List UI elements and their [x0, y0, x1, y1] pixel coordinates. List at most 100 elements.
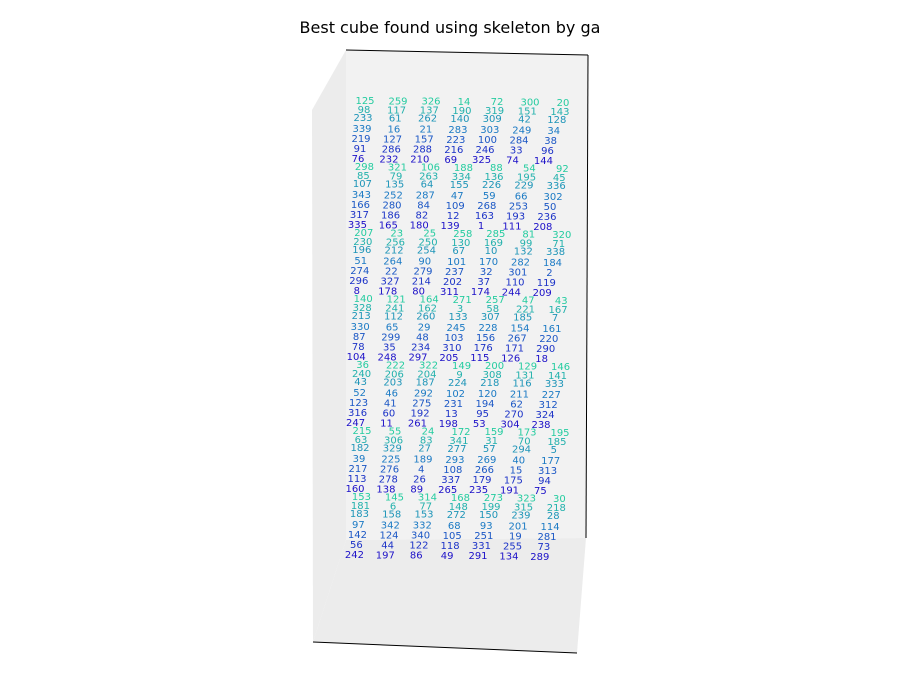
point-label: 246: [475, 145, 494, 156]
point-label: 190: [452, 106, 471, 117]
point-label: 151: [518, 107, 537, 118]
point-label: 321: [388, 162, 407, 173]
point-label: 5: [551, 445, 557, 456]
point-label: 233: [353, 113, 372, 124]
point-label: 129: [518, 362, 537, 373]
point-label: 39: [353, 454, 366, 465]
point-label: 309: [483, 114, 502, 125]
point-label: 226: [482, 180, 501, 191]
point-label: 82: [416, 211, 429, 222]
point-label: 187: [416, 378, 435, 389]
point-label: 80: [412, 287, 425, 298]
point-label: 238: [531, 420, 550, 431]
point-label: 28: [547, 511, 560, 522]
point-label: 307: [481, 312, 500, 323]
point-label: 108: [443, 465, 462, 476]
point-label: 303: [480, 125, 499, 136]
point-label: 55: [389, 426, 402, 437]
point-label: 63: [355, 435, 368, 446]
point-label: 230: [353, 237, 372, 248]
point-label: 37: [477, 277, 490, 288]
point-label: 179: [472, 475, 491, 486]
point-label: 145: [385, 492, 404, 503]
point-label: 38: [544, 136, 557, 147]
point-label: 220: [539, 334, 558, 345]
point-label: 123: [349, 398, 368, 409]
point-label: 268: [477, 201, 496, 212]
point-label: 59: [483, 191, 496, 202]
point-label: 319: [485, 106, 504, 117]
point-label: 184: [543, 258, 562, 269]
point-label: 266: [475, 465, 494, 476]
point-label: 52: [353, 388, 366, 399]
point-label: 76: [352, 154, 365, 165]
back-top-edge: [345, 49, 589, 56]
point-label: 289: [530, 552, 549, 563]
point-label: 8: [354, 286, 360, 297]
point-label: 188: [454, 163, 473, 174]
point-label: 50: [544, 202, 557, 213]
point-label: 175: [504, 476, 523, 487]
point-label: 33: [510, 146, 523, 157]
point-label: 294: [512, 445, 531, 456]
point-label: 330: [351, 322, 370, 333]
point-label: 56: [350, 540, 363, 551]
point-label: 329: [383, 443, 402, 454]
point-label: 265: [438, 485, 457, 496]
point-label: 84: [417, 201, 430, 212]
point-label: 20: [557, 98, 570, 109]
point-label: 250: [419, 238, 438, 249]
point-label: 61: [389, 113, 402, 124]
point-label: 126: [501, 354, 520, 365]
point-label: 78: [352, 342, 365, 353]
point-label: 183: [350, 509, 369, 520]
point-label: 204: [417, 370, 436, 381]
point-label: 248: [378, 352, 397, 363]
point-label: 284: [509, 136, 528, 147]
point-label: 235: [469, 485, 488, 496]
point-label: 138: [376, 484, 395, 495]
point-label: 201: [509, 522, 528, 533]
point-label: 117: [387, 105, 406, 116]
point-label: 296: [349, 276, 368, 287]
point-label: 232: [379, 154, 398, 165]
point-label: 85: [357, 171, 370, 182]
point-label: 240: [352, 369, 371, 380]
point-label: 68: [448, 521, 461, 532]
point-label: 144: [534, 156, 553, 167]
point-label: 285: [486, 229, 505, 240]
point-label: 203: [383, 377, 402, 388]
point-label: 32: [480, 267, 493, 278]
point-label: 58: [486, 304, 499, 315]
point-label: 133: [449, 312, 468, 323]
point-label: 320: [552, 230, 571, 241]
point-label: 218: [480, 378, 499, 389]
point-label: 137: [420, 106, 439, 117]
point-label: 255: [503, 542, 522, 553]
point-label: 96: [541, 146, 554, 157]
point-label: 160: [345, 484, 364, 495]
point-label: 200: [485, 361, 504, 372]
point-label: 195: [550, 428, 569, 439]
point-label: 270: [504, 410, 523, 421]
point-label: 215: [352, 426, 371, 437]
point-label: 15: [510, 466, 523, 477]
point-label: 118: [441, 541, 460, 552]
point-label: 131: [515, 371, 534, 382]
point-label: 304: [501, 420, 520, 431]
point-label: 75: [534, 486, 547, 497]
point-label: 331: [472, 541, 491, 552]
point-label: 86: [410, 551, 423, 562]
point-label: 16: [388, 124, 401, 135]
point-label: 340: [411, 531, 430, 542]
point-label: 35: [383, 342, 396, 353]
point-label: 105: [443, 531, 462, 542]
point-label: 227: [542, 390, 561, 401]
point-label: 217: [348, 464, 367, 475]
point-label: 157: [415, 135, 434, 146]
point-label: 88: [490, 163, 503, 174]
point-label: 300: [520, 98, 539, 109]
point-label: 141: [548, 371, 567, 382]
point-label: 128: [547, 115, 566, 126]
point-label: 271: [453, 295, 472, 306]
